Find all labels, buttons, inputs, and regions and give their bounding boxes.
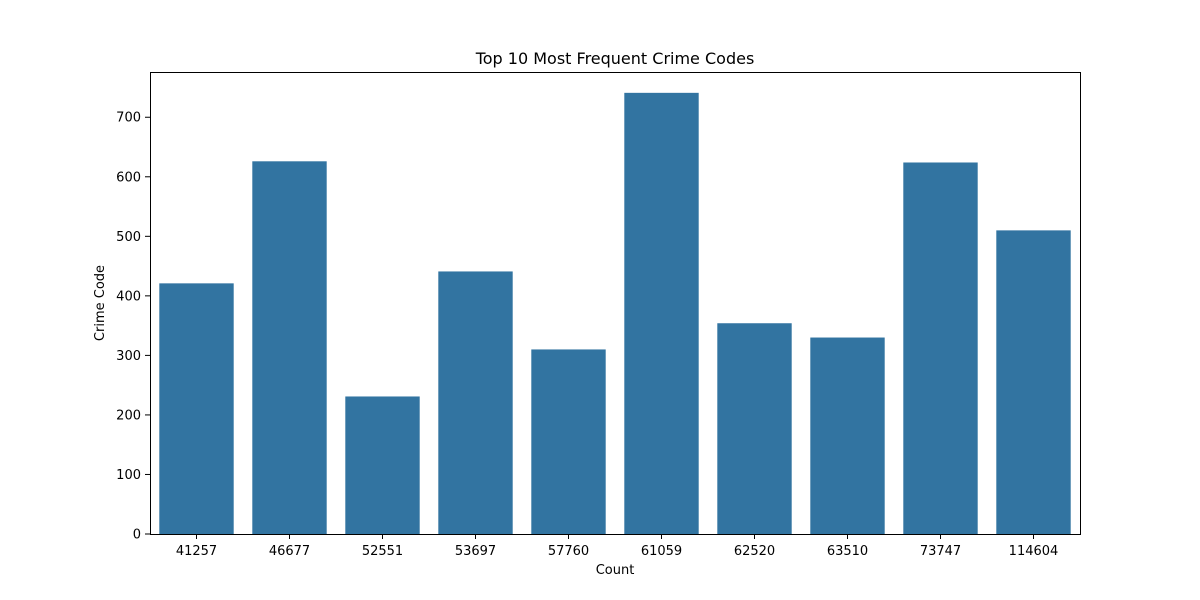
y-axis-ticks: 0 100 200 300 400 500 600 700 bbox=[116, 111, 150, 543]
x-tick-label: 41257 bbox=[176, 544, 217, 559]
bar-62520 bbox=[717, 323, 792, 534]
y-tick-label: 500 bbox=[116, 230, 141, 245]
x-tick-label: 57760 bbox=[548, 544, 589, 559]
x-tick-label: 52551 bbox=[362, 544, 403, 559]
y-tick-label: 300 bbox=[116, 349, 141, 364]
x-axis-label: Count bbox=[596, 563, 635, 578]
x-tick-label: 73747 bbox=[920, 544, 961, 559]
y-axis-label: Crime Code bbox=[93, 265, 108, 341]
bar-53697 bbox=[438, 271, 513, 534]
bar-46677 bbox=[252, 161, 327, 535]
y-tick-label: 400 bbox=[116, 289, 141, 304]
y-tick-label: 100 bbox=[116, 468, 141, 483]
bar-114604 bbox=[996, 230, 1071, 534]
bar-41257 bbox=[159, 283, 234, 534]
y-tick-label: 600 bbox=[116, 170, 141, 185]
bars-group bbox=[159, 92, 1071, 535]
bar-61059 bbox=[624, 92, 699, 534]
x-tick-label: 53697 bbox=[455, 544, 496, 559]
x-tick-label: 114604 bbox=[1009, 544, 1059, 559]
bar-52551 bbox=[345, 396, 420, 534]
chart-title: Top 10 Most Frequent Crime Codes bbox=[475, 49, 755, 68]
plot-frame bbox=[150, 72, 1081, 535]
bar-73747 bbox=[903, 162, 978, 535]
y-tick-label: 0 bbox=[133, 528, 141, 543]
bar-63510 bbox=[810, 337, 885, 534]
x-tick-label: 46677 bbox=[269, 544, 310, 559]
x-tick-label: 62520 bbox=[734, 544, 775, 559]
x-tick-label: 61059 bbox=[641, 544, 682, 559]
y-tick-label: 700 bbox=[116, 111, 141, 126]
x-tick-label: 63510 bbox=[827, 544, 868, 559]
bar-57760 bbox=[531, 349, 606, 534]
y-tick-label: 200 bbox=[116, 408, 141, 423]
x-axis-ticks: 41257 46677 52551 53697 57760 61059 62520 63510… bbox=[176, 534, 1059, 559]
